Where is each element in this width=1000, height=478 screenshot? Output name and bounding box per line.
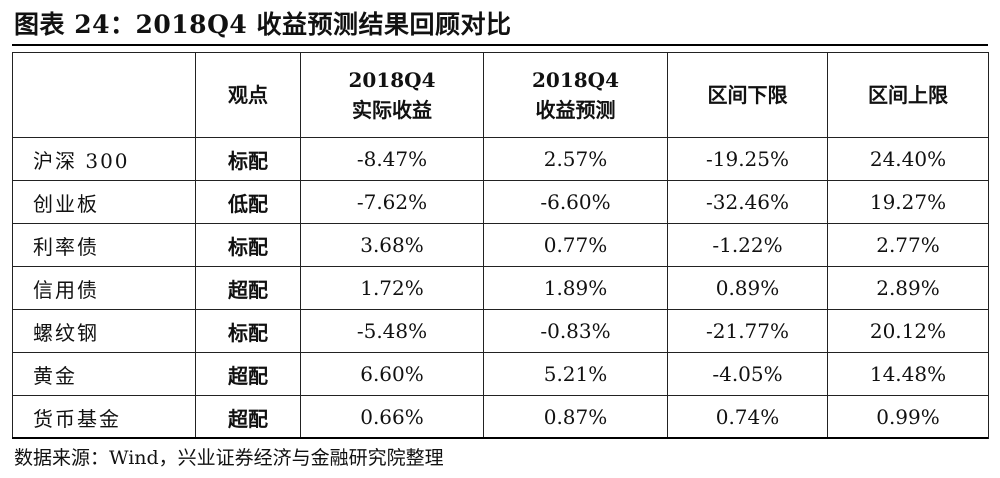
source-note: 数据来源：Wind，兴业证券经济与金融研究院整理 [14, 447, 444, 469]
upper-cell: 19.27% [827, 180, 989, 224]
forecast-review-table: 观点 2018Q4 实际收益 2018Q4 收益预测 区间下限 区间上限 沪深 … [12, 52, 989, 439]
upper-cell: 24.40% [827, 137, 989, 181]
asset-cell: 螺纹钢 [12, 309, 196, 353]
view-cell: 标配 [195, 137, 301, 181]
actual-cell: 3.68% [300, 223, 484, 267]
asset-cell: 利率债 [12, 223, 196, 267]
asset-cell: 创业板 [12, 180, 196, 224]
forecast-cell: 0.87% [483, 395, 668, 439]
lower-cell: -21.77% [667, 309, 828, 353]
lower-cell: -32.46% [667, 180, 828, 224]
lower-cell: 0.74% [667, 395, 828, 439]
header-actual-return: 2018Q4 实际收益 [300, 52, 484, 138]
table-row: 沪深 300 标配 -8.47% 2.57% -19.25% 24.40% [12, 137, 989, 181]
upper-cell: 0.99% [827, 395, 989, 439]
header-asset [12, 52, 196, 138]
bottom-rule [12, 437, 988, 439]
header-forecast-line2: 收益预测 [535, 98, 616, 122]
view-cell: 超配 [195, 352, 301, 396]
upper-cell: 20.12% [827, 309, 989, 353]
header-lower-bound: 区间下限 [667, 52, 828, 138]
header-forecast-return: 2018Q4 收益预测 [483, 52, 668, 138]
actual-cell: 1.72% [300, 266, 484, 310]
table-header-row: 观点 2018Q4 实际收益 2018Q4 收益预测 区间下限 区间上限 [12, 52, 989, 138]
table-row: 螺纹钢 标配 -5.48% -0.83% -21.77% 20.12% [12, 309, 989, 353]
figure-title: 图表 24：2018Q4 收益预测结果回顾对比 [14, 10, 512, 39]
lower-cell: -19.25% [667, 137, 828, 181]
header-forecast-line1: 2018Q4 [531, 68, 619, 92]
table-row: 创业板 低配 -7.62% -6.60% -32.46% 19.27% [12, 180, 989, 224]
forecast-cell: 0.77% [483, 223, 668, 267]
upper-cell: 2.89% [827, 266, 989, 310]
lower-cell: -1.22% [667, 223, 828, 267]
table-row: 货币基金 超配 0.66% 0.87% 0.74% 0.99% [12, 395, 989, 439]
header-view: 观点 [195, 52, 301, 138]
header-actual-line1: 2018Q4 [348, 68, 436, 92]
header-actual-line2: 实际收益 [352, 98, 432, 122]
actual-cell: -5.48% [300, 309, 484, 353]
forecast-cell: -6.60% [483, 180, 668, 224]
actual-cell: 6.60% [300, 352, 484, 396]
table-row: 黄金 超配 6.60% 5.21% -4.05% 14.48% [12, 352, 989, 396]
actual-cell: 0.66% [300, 395, 484, 439]
asset-cell: 信用债 [12, 266, 196, 310]
upper-cell: 2.77% [827, 223, 989, 267]
top-rule [12, 44, 988, 46]
table-row: 信用债 超配 1.72% 1.89% 0.89% 2.89% [12, 266, 989, 310]
lower-cell: -4.05% [667, 352, 828, 396]
table-row: 利率债 标配 3.68% 0.77% -1.22% 2.77% [12, 223, 989, 267]
actual-cell: -8.47% [300, 137, 484, 181]
asset-cell: 黄金 [12, 352, 196, 396]
forecast-cell: 2.57% [483, 137, 668, 181]
view-cell: 标配 [195, 223, 301, 267]
lower-cell: 0.89% [667, 266, 828, 310]
header-upper-bound: 区间上限 [827, 52, 989, 138]
asset-cell: 沪深 300 [12, 137, 196, 181]
forecast-cell: -0.83% [483, 309, 668, 353]
upper-cell: 14.48% [827, 352, 989, 396]
forecast-cell: 5.21% [483, 352, 668, 396]
view-cell: 标配 [195, 309, 301, 353]
view-cell: 超配 [195, 266, 301, 310]
actual-cell: -7.62% [300, 180, 484, 224]
view-cell: 超配 [195, 395, 301, 439]
view-cell: 低配 [195, 180, 301, 224]
asset-cell: 货币基金 [12, 395, 196, 439]
forecast-cell: 1.89% [483, 266, 668, 310]
